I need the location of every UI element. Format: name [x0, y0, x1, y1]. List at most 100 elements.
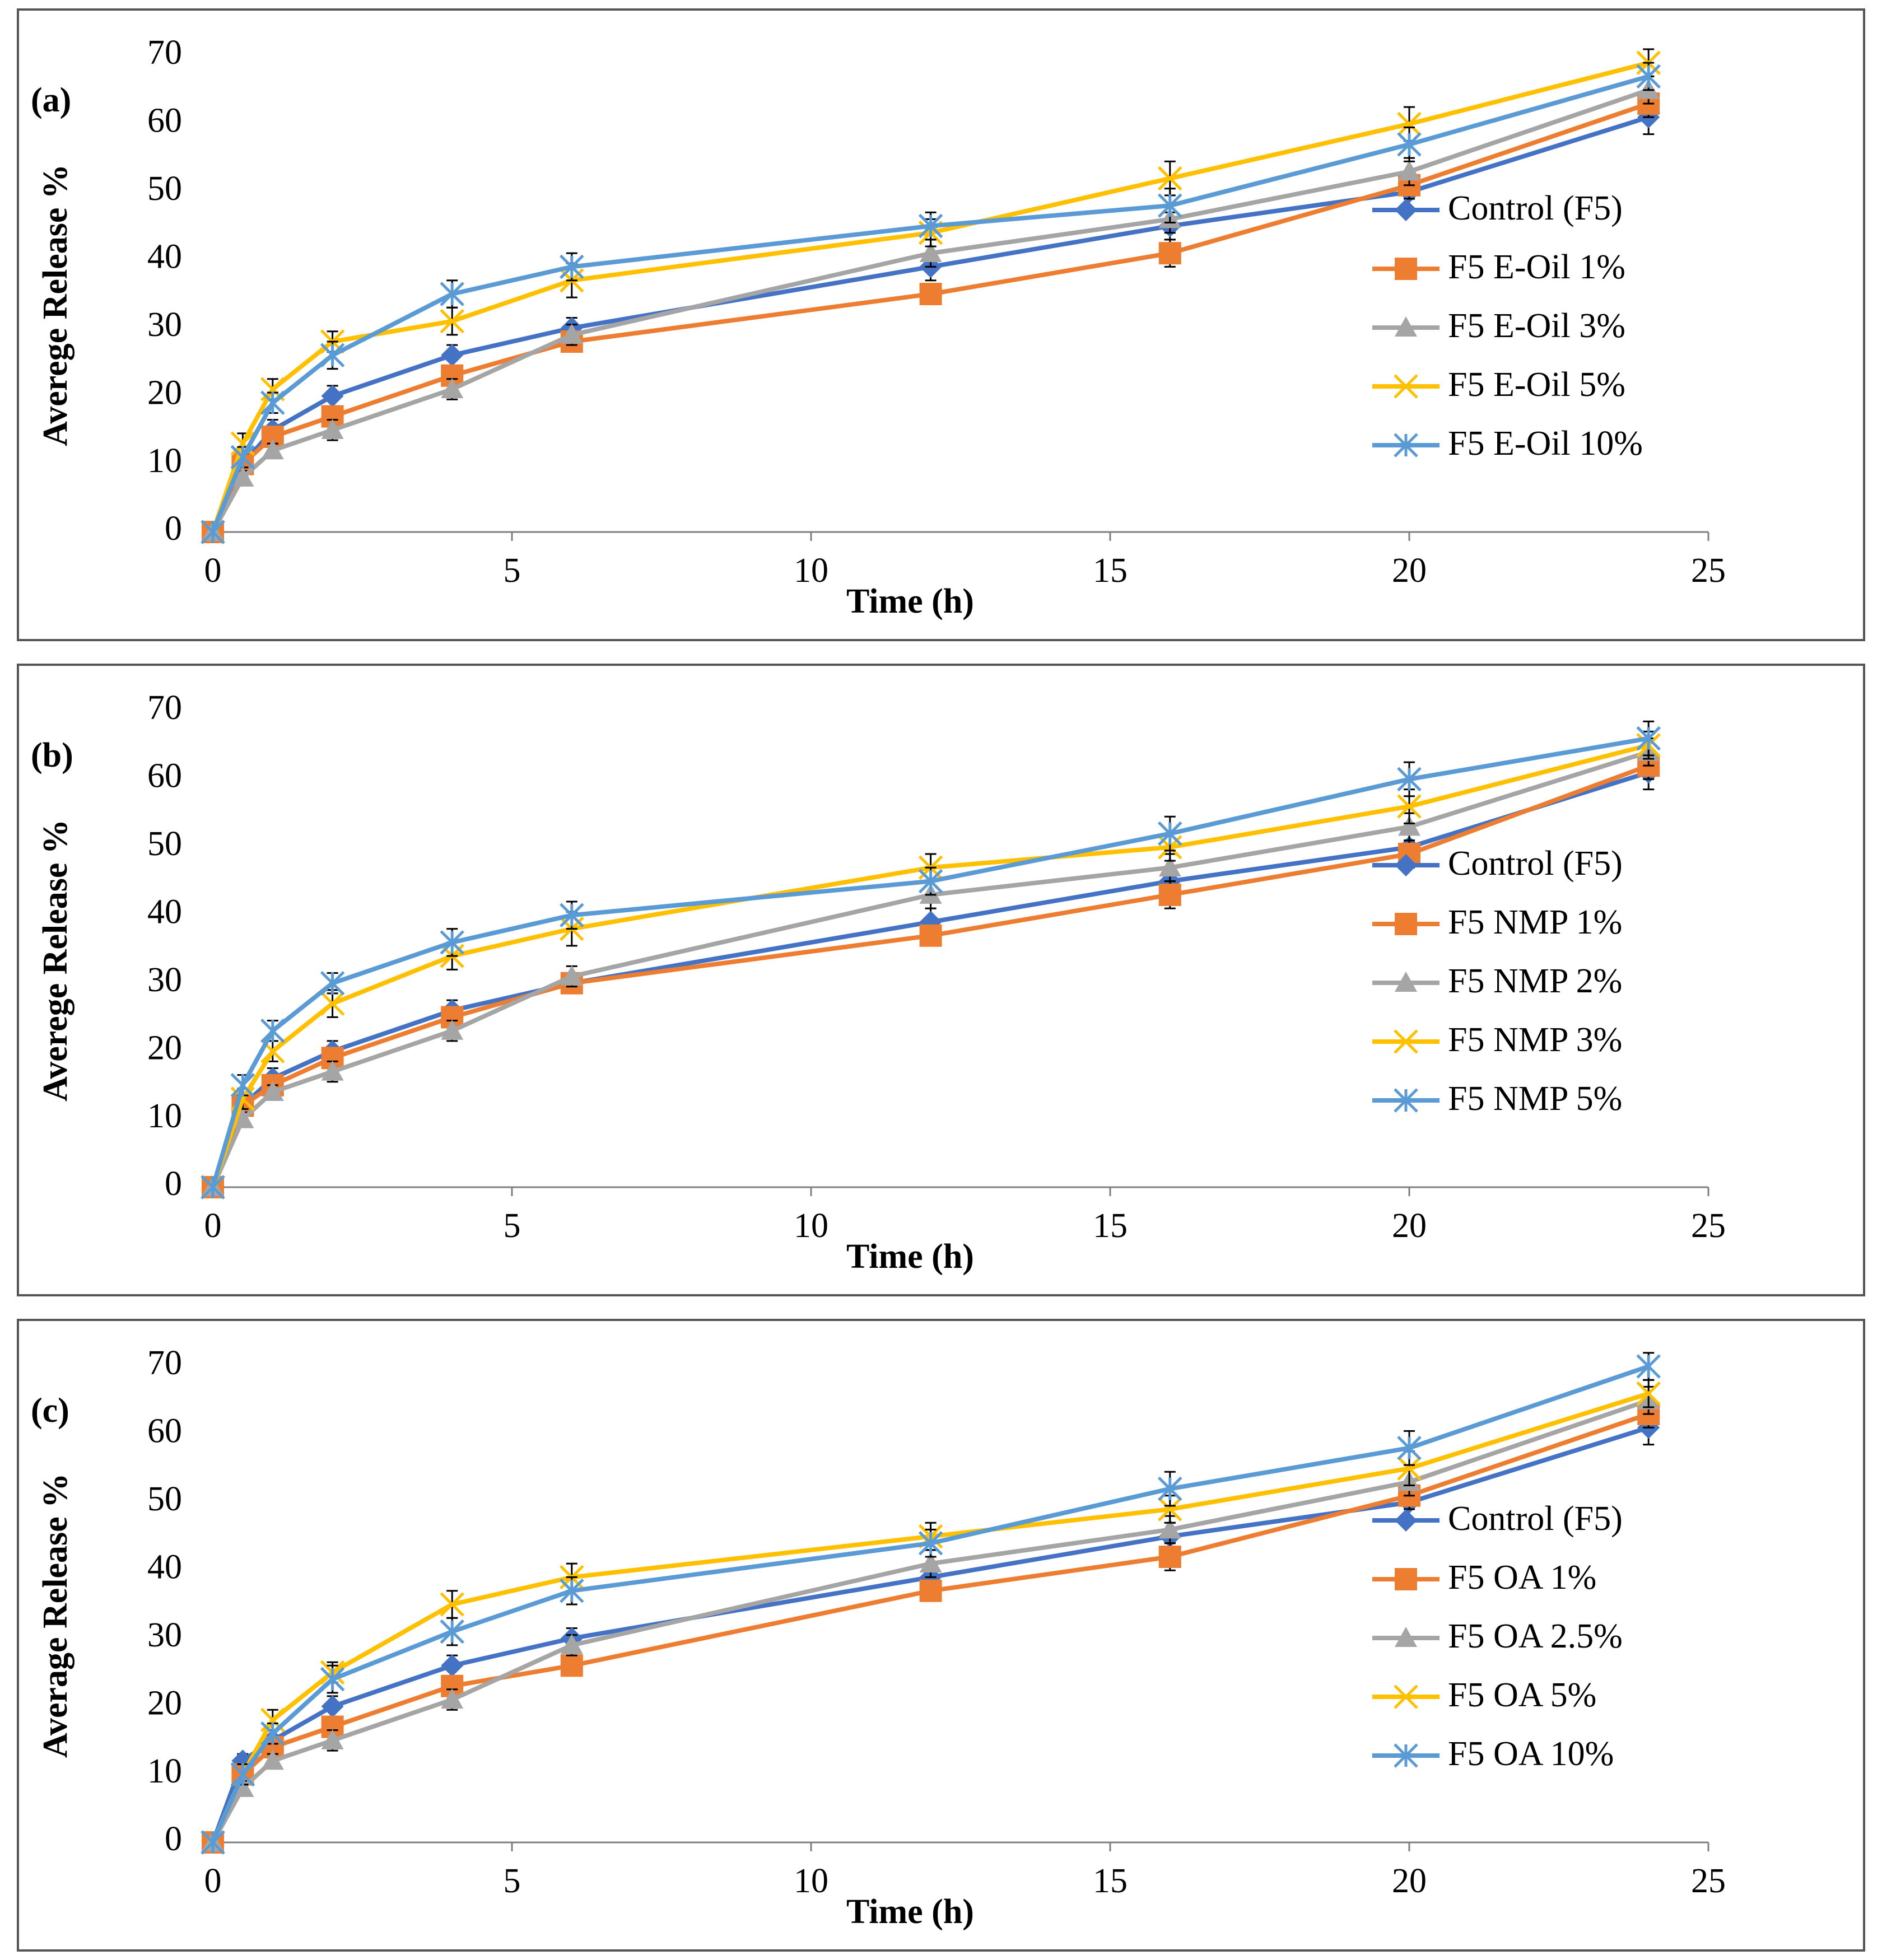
panel-border: [17, 8, 1865, 641]
y-tick-label: 10: [147, 442, 182, 480]
series-line: [211, 1412, 1650, 1844]
marker: [230, 1762, 255, 1787]
panel-border: [17, 664, 1865, 1296]
marker-shape: [321, 1729, 344, 1749]
marker: [918, 213, 943, 239]
marker: [1394, 1029, 1418, 1054]
y-tick-label: 60: [147, 757, 182, 795]
marker: [560, 1634, 583, 1654]
marker: [1394, 1684, 1418, 1709]
marker: [1636, 726, 1661, 751]
legend-label: F5 NMP 3%: [1448, 1021, 1622, 1059]
marker: [201, 1175, 225, 1200]
marker: [201, 1830, 225, 1855]
marker-shape: [441, 1019, 464, 1040]
marker: [919, 1579, 942, 1602]
marker-shape: [1397, 1456, 1422, 1481]
marker-shape: [1636, 1381, 1661, 1406]
y-tick-label: 30: [147, 961, 182, 999]
marker: [560, 254, 584, 279]
marker-shape: [321, 1060, 344, 1081]
marker-shape: [1394, 1684, 1418, 1709]
marker: [1397, 1456, 1422, 1481]
series-line: [211, 1398, 1650, 1844]
marker-shape: [231, 1108, 254, 1128]
marker: [230, 445, 255, 470]
marker-shape: [1395, 972, 1417, 992]
marker: [1158, 821, 1182, 846]
y-tick-label: 40: [147, 1548, 182, 1586]
marker-shape: [919, 924, 942, 947]
marker-shape: [261, 1081, 284, 1101]
x-tick-label: 15: [1093, 552, 1128, 590]
series-line: [211, 1364, 1650, 1844]
y-tick-label: 60: [147, 1412, 182, 1450]
marker-shape: [441, 344, 464, 367]
marker-shape: [320, 991, 345, 1016]
marker: [260, 1721, 285, 1746]
x-tick-label: 0: [204, 1862, 222, 1900]
marker-shape: [1158, 1518, 1181, 1539]
marker: [1395, 913, 1417, 935]
series-line: [211, 115, 1650, 533]
x-tick-label: 5: [504, 1862, 521, 1900]
x-tick-label: 10: [794, 1207, 828, 1245]
series-line: [211, 770, 1650, 1188]
marker: [918, 869, 943, 894]
marker: [1158, 1546, 1181, 1568]
marker: [1636, 1381, 1661, 1406]
marker-shape: [441, 378, 464, 398]
x-tick-label: 10: [794, 1862, 828, 1900]
marker: [320, 343, 345, 368]
marker-shape: [1395, 1568, 1417, 1590]
marker-shape: [441, 1654, 464, 1677]
legend-label: F5 E-Oil 1%: [1448, 248, 1625, 286]
legend-label: F5 OA 5%: [1448, 1676, 1596, 1714]
marker-shape: [321, 1695, 344, 1718]
marker: [1158, 193, 1182, 218]
y-axis-label: Averege Release %: [36, 164, 74, 446]
marker: [231, 1108, 254, 1128]
marker: [918, 1530, 943, 1556]
y-tick-label: 60: [147, 102, 182, 140]
marker-shape: [1395, 1627, 1417, 1647]
y-tick-label: 0: [165, 1165, 182, 1203]
marker: [1636, 64, 1661, 89]
marker: [1158, 166, 1182, 191]
marker: [560, 965, 583, 986]
x-axis-label: Time (h): [846, 582, 974, 620]
marker: [1158, 1518, 1181, 1539]
marker-shape: [1395, 913, 1417, 935]
y-tick-label: 70: [147, 34, 182, 72]
marker: [1394, 433, 1418, 458]
y-axis-label: Average Release %: [36, 1473, 74, 1758]
legend-label: F5 E-Oil 10%: [1448, 424, 1643, 463]
marker: [230, 1073, 255, 1098]
marker-shape: [919, 1552, 942, 1573]
marker-shape: [560, 323, 583, 344]
marker: [320, 991, 345, 1016]
marker-shape: [919, 283, 942, 305]
marker: [919, 283, 942, 305]
marker: [1395, 972, 1417, 992]
x-tick-label: 0: [204, 1207, 222, 1245]
x-tick-label: 15: [1093, 1207, 1128, 1245]
series-line: [211, 736, 1649, 1188]
legend-label: F5 E-Oil 5%: [1448, 366, 1625, 404]
x-tick-label: 5: [504, 552, 521, 590]
x-tick-label: 5: [504, 1207, 521, 1245]
marker: [441, 1019, 464, 1040]
marker: [231, 466, 254, 487]
chart-panel: 0 5 10 15 20 25 0 10 20 30 40 50 60 70 Time (h) Averege…: [17, 664, 1865, 1296]
y-tick-label: 40: [147, 893, 182, 931]
marker-shape: [261, 1749, 284, 1770]
marker: [919, 911, 942, 934]
marker-shape: [919, 911, 942, 934]
marker: [440, 282, 464, 306]
y-axis-label: Averege Release %: [36, 819, 74, 1102]
marker-shape: [321, 418, 344, 439]
y-tick-label: 50: [147, 1480, 182, 1518]
marker: [1395, 1509, 1417, 1532]
y-tick-label: 20: [147, 374, 182, 412]
